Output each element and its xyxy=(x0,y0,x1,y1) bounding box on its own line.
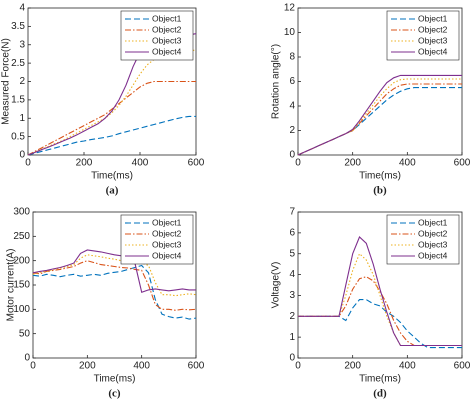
y-tick-label: 2.5 xyxy=(11,58,25,69)
legend-label: Object1 xyxy=(418,217,448,227)
legend-label: Object3 xyxy=(418,35,448,45)
y-tick-label: 7 xyxy=(289,207,295,218)
y-tick-label: 0 xyxy=(289,353,295,364)
x-axis-label: Time(ms) xyxy=(91,171,133,182)
y-tick-label: 50 xyxy=(19,328,31,339)
series-line xyxy=(27,80,196,156)
x-axis-label: Time(ms) xyxy=(359,374,401,385)
y-tick-label: 4 xyxy=(19,3,25,14)
x-tick-label: 600 xyxy=(188,361,205,372)
y-tick-label: 3 xyxy=(19,39,25,50)
y-tick-label: 3.5 xyxy=(11,21,25,32)
legend-label: Object1 xyxy=(152,13,182,23)
legend-label: Object2 xyxy=(152,24,182,34)
y-axis-label: Rotation angle(°) xyxy=(271,44,282,119)
legend-label: Object1 xyxy=(418,13,448,23)
legend-label: Object3 xyxy=(152,239,182,249)
series-line xyxy=(298,236,462,347)
y-tick-label: 3 xyxy=(289,290,295,301)
series-line xyxy=(27,115,196,156)
x-tick-label: 200 xyxy=(344,361,361,372)
y-axis-label: Motor current(A) xyxy=(6,249,17,322)
x-tick-label: 400 xyxy=(132,158,149,169)
x-tick-label: 0 xyxy=(30,361,36,372)
series-line xyxy=(32,264,197,320)
caption: (c) xyxy=(108,388,121,400)
y-tick-label: 2 xyxy=(289,125,295,136)
y-tick-label: 1 xyxy=(289,332,295,343)
x-tick-label: 0 xyxy=(295,158,301,169)
y-tick-label: 8 xyxy=(289,52,295,63)
caption: (a) xyxy=(106,185,119,197)
caption: (b) xyxy=(373,185,387,197)
series-line xyxy=(297,83,462,156)
y-tick-label: 250 xyxy=(13,231,30,242)
y-tick-label: 100 xyxy=(13,304,30,315)
legend-label: Object4 xyxy=(418,250,448,260)
legend-label: Object3 xyxy=(418,239,448,249)
y-tick-label: 6 xyxy=(289,227,295,238)
x-tick-label: 200 xyxy=(344,158,361,169)
x-tick-label: 400 xyxy=(399,158,416,169)
x-tick-label: 400 xyxy=(133,361,150,372)
legend-label: Object4 xyxy=(152,250,182,260)
y-tick-label: 2 xyxy=(19,76,25,87)
series-line xyxy=(32,260,197,311)
y-tick-label: 300 xyxy=(13,207,30,218)
y-tick-label: 0.5 xyxy=(11,131,25,142)
x-axis-label: Time(ms) xyxy=(359,171,401,182)
series-line xyxy=(32,244,196,294)
legend-label: Object1 xyxy=(152,217,182,227)
y-axis-label: Measured Force(N) xyxy=(1,38,12,125)
x-tick-label: 600 xyxy=(454,158,471,169)
series-line xyxy=(297,78,462,156)
y-tick-label: 0 xyxy=(19,150,25,161)
y-tick-label: 12 xyxy=(284,3,296,14)
y-tick-label: 6 xyxy=(289,76,295,87)
y-tick-label: 5 xyxy=(289,248,295,259)
legend-label: Object4 xyxy=(418,46,448,56)
y-tick-label: 4 xyxy=(289,269,295,280)
y-tick-label: 2 xyxy=(289,311,295,322)
legend-label: Object2 xyxy=(152,228,182,238)
legend-label: Object2 xyxy=(418,228,448,238)
y-tick-label: 10 xyxy=(284,27,296,38)
x-tick-label: 400 xyxy=(399,361,416,372)
x-axis-label: Time(ms) xyxy=(94,374,136,385)
x-tick-label: 0 xyxy=(295,361,301,372)
x-tick-label: 600 xyxy=(454,361,471,372)
x-tick-label: 0 xyxy=(25,158,31,169)
y-tick-label: 1 xyxy=(19,113,25,124)
series-line xyxy=(297,74,462,156)
y-tick-label: 0 xyxy=(289,150,295,161)
x-tick-label: 200 xyxy=(76,158,93,169)
y-tick-label: 1.5 xyxy=(11,95,25,106)
x-tick-label: 200 xyxy=(79,361,96,372)
y-tick-label: 200 xyxy=(13,255,30,266)
x-tick-label: 600 xyxy=(188,158,205,169)
y-tick-label: 4 xyxy=(289,101,295,112)
legend-label: Object3 xyxy=(152,35,182,45)
y-tick-label: 150 xyxy=(13,280,30,291)
legend-label: Object2 xyxy=(418,24,448,34)
y-axis-label: Voltage(V) xyxy=(271,262,282,309)
caption: (d) xyxy=(373,388,387,400)
y-tick-label: 0 xyxy=(24,353,30,364)
legend-label: Object4 xyxy=(152,46,182,56)
